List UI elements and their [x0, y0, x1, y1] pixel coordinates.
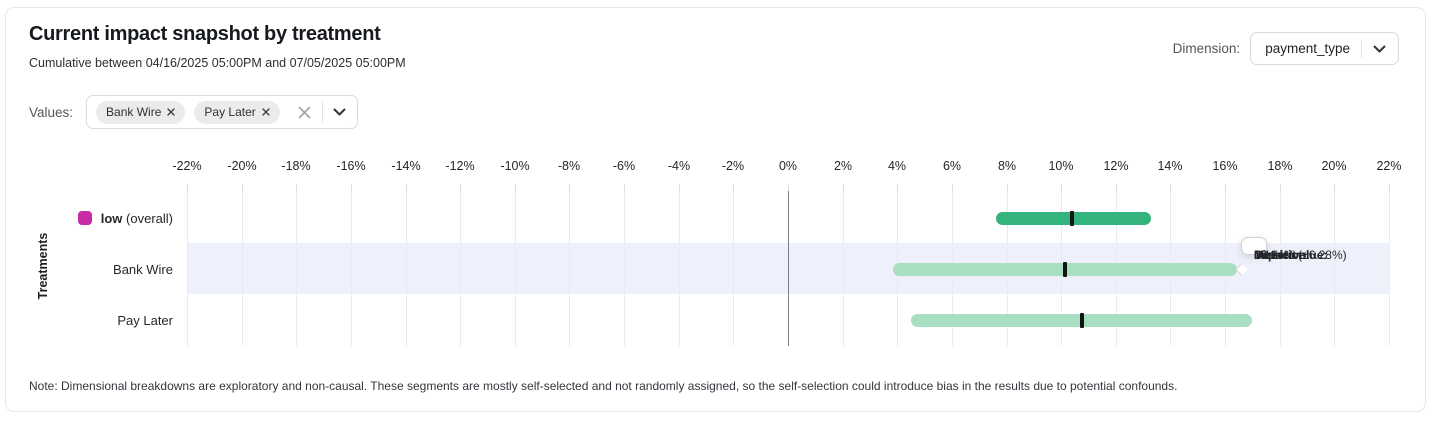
x-axis-tick-mark — [406, 184, 407, 191]
gridline — [296, 191, 297, 346]
x-axis-tick-mark — [1116, 184, 1117, 191]
gridline — [624, 191, 625, 346]
row-label-text: Bank Wire — [113, 261, 173, 277]
x-axis-tick-mark — [952, 184, 953, 191]
zero-line — [788, 191, 789, 346]
x-axis-tick-label: 14% — [1157, 159, 1183, 173]
x-axis-tick-label: -2% — [721, 159, 745, 173]
x-axis-tick-mark — [679, 184, 680, 191]
x-axis-tick-label: -10% — [500, 159, 530, 173]
impact-confidence-bar[interactable] — [995, 212, 1152, 225]
divider — [1361, 39, 1362, 58]
values-multiselect[interactable]: Bank Wire Pay Later — [86, 95, 358, 129]
gridline — [187, 191, 188, 346]
dimension-select[interactable]: payment_type — [1250, 32, 1399, 65]
x-axis-tick-label: 10% — [1048, 159, 1074, 173]
x-axis-tick-mark — [187, 184, 188, 191]
row-label-text: Pay Later — [117, 312, 173, 328]
row-label-text: low (overall) — [100, 210, 173, 226]
x-axis-tick-label: 22% — [1376, 159, 1402, 173]
values-label: Values: — [29, 104, 74, 120]
x-axis-tick-label: -12% — [445, 159, 475, 173]
dimension-selected-value: payment_type — [1265, 41, 1350, 56]
gridline — [1334, 191, 1335, 346]
chevron-down-icon[interactable] — [333, 108, 346, 116]
gridline — [733, 191, 734, 346]
x-axis-tick-label: -20% — [227, 159, 257, 173]
x-axis-tick-mark — [569, 184, 570, 191]
gridline — [1389, 191, 1390, 346]
value-chip-label: Pay Later — [204, 105, 256, 119]
y-axis-label: Treatments — [36, 232, 50, 300]
x-axis-tick-label: 4% — [887, 159, 907, 173]
divider — [321, 102, 323, 122]
x-axis-tick-mark — [624, 184, 625, 191]
gridline — [679, 191, 680, 346]
treatment-row-label: low (overall) — [6, 208, 173, 228]
x-axis-tick-label: -18% — [281, 159, 311, 173]
x-axis-tick-mark — [351, 184, 352, 191]
dimension-label: Dimension: — [1172, 41, 1241, 56]
x-axis-tick-label: 2% — [833, 159, 853, 173]
gridline — [351, 191, 352, 346]
gridline — [242, 191, 243, 346]
value-chip[interactable]: Bank Wire — [96, 100, 186, 124]
x-axis-tick-mark — [1061, 184, 1062, 191]
x-axis-tick-mark — [733, 184, 734, 191]
gridline — [1280, 191, 1281, 346]
chip-remove-icon[interactable] — [167, 108, 176, 116]
x-axis-tick-mark — [242, 184, 243, 191]
gridline — [569, 191, 570, 346]
value-chip-label: Bank Wire — [106, 105, 162, 119]
gridline — [843, 191, 844, 346]
dimension-control: Dimension: payment_type — [1173, 32, 1399, 65]
impact-snapshot-card: Current impact snapshot by treatment Cum… — [5, 7, 1426, 412]
chip-remove-icon[interactable] — [262, 108, 270, 116]
x-axis-tick-label: 0% — [778, 159, 798, 173]
x-axis-tick-label: 20% — [1321, 159, 1347, 173]
x-axis-tick-mark — [1007, 184, 1008, 191]
gridline — [460, 191, 461, 346]
bar-tooltip: Direction: Desired Impact: 10.14% (±6.28… — [1241, 237, 1347, 262]
treatment-row-label: Bank Wire — [6, 259, 173, 279]
x-axis-tick-label: -14% — [391, 159, 421, 173]
value-chip[interactable]: Pay Later — [194, 100, 280, 124]
x-axis-tick-label: 18% — [1267, 159, 1293, 173]
gridline — [406, 191, 407, 346]
x-axis-tick-mark — [788, 184, 789, 191]
x-axis-tick-label: 6% — [942, 159, 962, 173]
treatment-row-label: Pay Later — [6, 310, 173, 330]
x-axis-tick-mark — [1280, 184, 1281, 191]
gridline — [515, 191, 516, 346]
x-axis-tick-mark — [843, 184, 844, 191]
x-axis-tick-mark — [1389, 184, 1390, 191]
x-axis-tick-label: -16% — [336, 159, 366, 173]
clear-values-icon[interactable] — [297, 105, 312, 120]
legend-swatch — [77, 211, 92, 225]
x-axis-tick-label: 8% — [997, 159, 1017, 173]
x-axis-tick-label: 16% — [1212, 159, 1238, 173]
impact-confidence-bar[interactable] — [910, 314, 1253, 327]
x-axis-tick-mark — [1334, 184, 1335, 191]
x-axis-tick-label: -8% — [557, 159, 581, 173]
x-axis-tick-mark — [515, 184, 516, 191]
date-range-subtitle: Cumulative between 04/16/2025 05:00PM an… — [29, 56, 406, 70]
x-axis-tick-mark — [1170, 184, 1171, 191]
x-axis-tick-mark — [460, 184, 461, 191]
x-axis-tick-label: -4% — [667, 159, 691, 173]
x-axis-tick-mark — [897, 184, 898, 191]
x-axis-tick-label: -6% — [612, 159, 636, 173]
x-axis-tick-mark — [1225, 184, 1226, 191]
x-axis-tick-mark — [296, 184, 297, 191]
chevron-down-icon[interactable] — [1373, 45, 1386, 53]
footnote: Note: Dimensional breakdowns are explora… — [29, 379, 1178, 393]
x-axis-tick-label: -22% — [172, 159, 202, 173]
x-axis-tick-label: 12% — [1103, 159, 1129, 173]
values-filter-control: Values: Bank Wire Pay Later — [29, 95, 358, 129]
page-title: Current impact snapshot by treatment — [29, 23, 381, 45]
impact-confidence-bar[interactable] — [893, 263, 1237, 276]
